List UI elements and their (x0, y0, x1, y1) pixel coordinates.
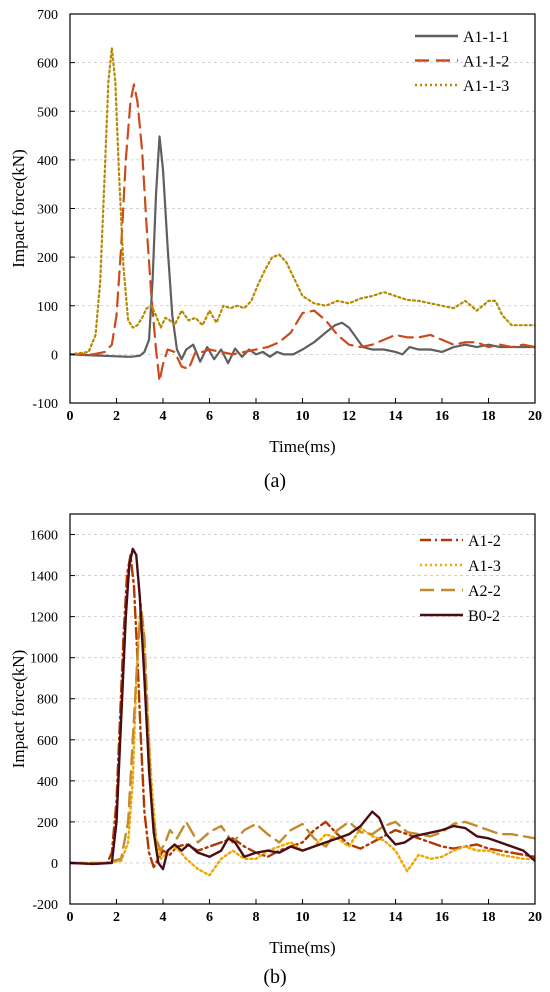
y-tick-label-a: 700 (37, 8, 58, 23)
y-tick-label-b: 600 (37, 734, 58, 749)
legend-label-a1-1-2: A1-1-2 (463, 54, 509, 71)
x-tick-label-b: 0 (67, 910, 74, 925)
chart-a: -100 0 100 200 300 400 500 600 700 0 2 4 6 8 10 12 14 16 1… (9, 8, 542, 492)
y-tick-label-a: 400 (37, 154, 58, 169)
y-tick-label-b: 0 (51, 857, 58, 872)
x-tick-label-a: 0 (67, 409, 74, 424)
series-line-b0-2 (70, 547, 535, 871)
y-tick-label-b: 1400 (30, 570, 58, 585)
x-tick-label-a: 8 (253, 409, 260, 424)
series-group-b (70, 547, 535, 877)
series-line-a1-1-2 (70, 83, 535, 383)
y-tick-label-b: 800 (37, 693, 58, 708)
y-tick-label-a: 0 (51, 348, 58, 363)
series-line-a1-1-1 (70, 135, 535, 365)
x-tick-label-b: 20 (528, 910, 542, 925)
y-tick-label-a: 100 (37, 300, 58, 315)
y-tick-label-b: 400 (37, 775, 58, 790)
y-tick-label-a: 300 (37, 203, 58, 218)
panel-label-b: (b) (263, 966, 286, 988)
x-tick-label-b: 2 (113, 910, 120, 925)
legend-label-a1-2: A1-2 (468, 533, 501, 550)
series-line-a1-1-3 (70, 46, 535, 356)
x-tick-label-a: 20 (528, 409, 542, 424)
series-group-a (70, 46, 535, 383)
chart-b: -200 0 200 400 600 800 1000 1200 1400 1600 0 2 4 6 8 10… (9, 513, 542, 988)
y-tick-label-b: 1200 (30, 611, 58, 626)
y-tick-label-a: 200 (37, 251, 58, 266)
y-tick-label-a: 600 (37, 57, 58, 72)
x-tick-label-a: 4 (160, 409, 167, 424)
y-tick-label-b: -200 (32, 898, 58, 913)
x-tick-label-b: 14 (389, 910, 403, 925)
y-tick-label-b: 200 (37, 816, 58, 831)
x-tick-label-a: 18 (482, 409, 496, 424)
x-tick-label-b: 10 (296, 910, 310, 925)
legend-label-b0-2: B0-2 (468, 608, 500, 625)
y-axis-label-b: Impact force(kN) (9, 650, 28, 768)
x-tick-label-a: 10 (296, 409, 310, 424)
y-tick-label-b: 1600 (30, 529, 58, 544)
y-tick-label-b: 1000 (30, 652, 58, 667)
x-tick-label-a: 14 (389, 409, 403, 424)
panel-label-a: (a) (264, 470, 286, 492)
x-tick-label-b: 6 (206, 910, 213, 925)
legend-label-a1-1-3: A1-1-3 (463, 78, 509, 95)
legend-label-a1-1-1: A1-1-1 (463, 29, 509, 46)
y-tick-label-a: 500 (37, 105, 58, 120)
legend-label-a2-2: A2-2 (468, 583, 501, 600)
x-axis-label-b: Time(ms) (269, 938, 335, 957)
y-tick-label-a: -100 (32, 397, 58, 412)
y-axis-label-a: Impact force(kN) (9, 149, 28, 267)
x-tick-label-b: 18 (482, 910, 496, 925)
x-axis-label-a: Time(ms) (269, 437, 335, 456)
x-tick-label-a: 16 (435, 409, 449, 424)
x-tick-label-b: 4 (160, 910, 167, 925)
x-tick-label-b: 16 (435, 910, 449, 925)
x-tick-label-a: 2 (113, 409, 120, 424)
series-line-a1-3 (70, 615, 535, 877)
x-tick-label-b: 12 (342, 910, 356, 925)
x-tick-label-a: 12 (342, 409, 356, 424)
legend-label-a1-3: A1-3 (468, 558, 501, 575)
x-tick-label-a: 6 (206, 409, 213, 424)
x-tick-label-b: 8 (253, 910, 260, 925)
